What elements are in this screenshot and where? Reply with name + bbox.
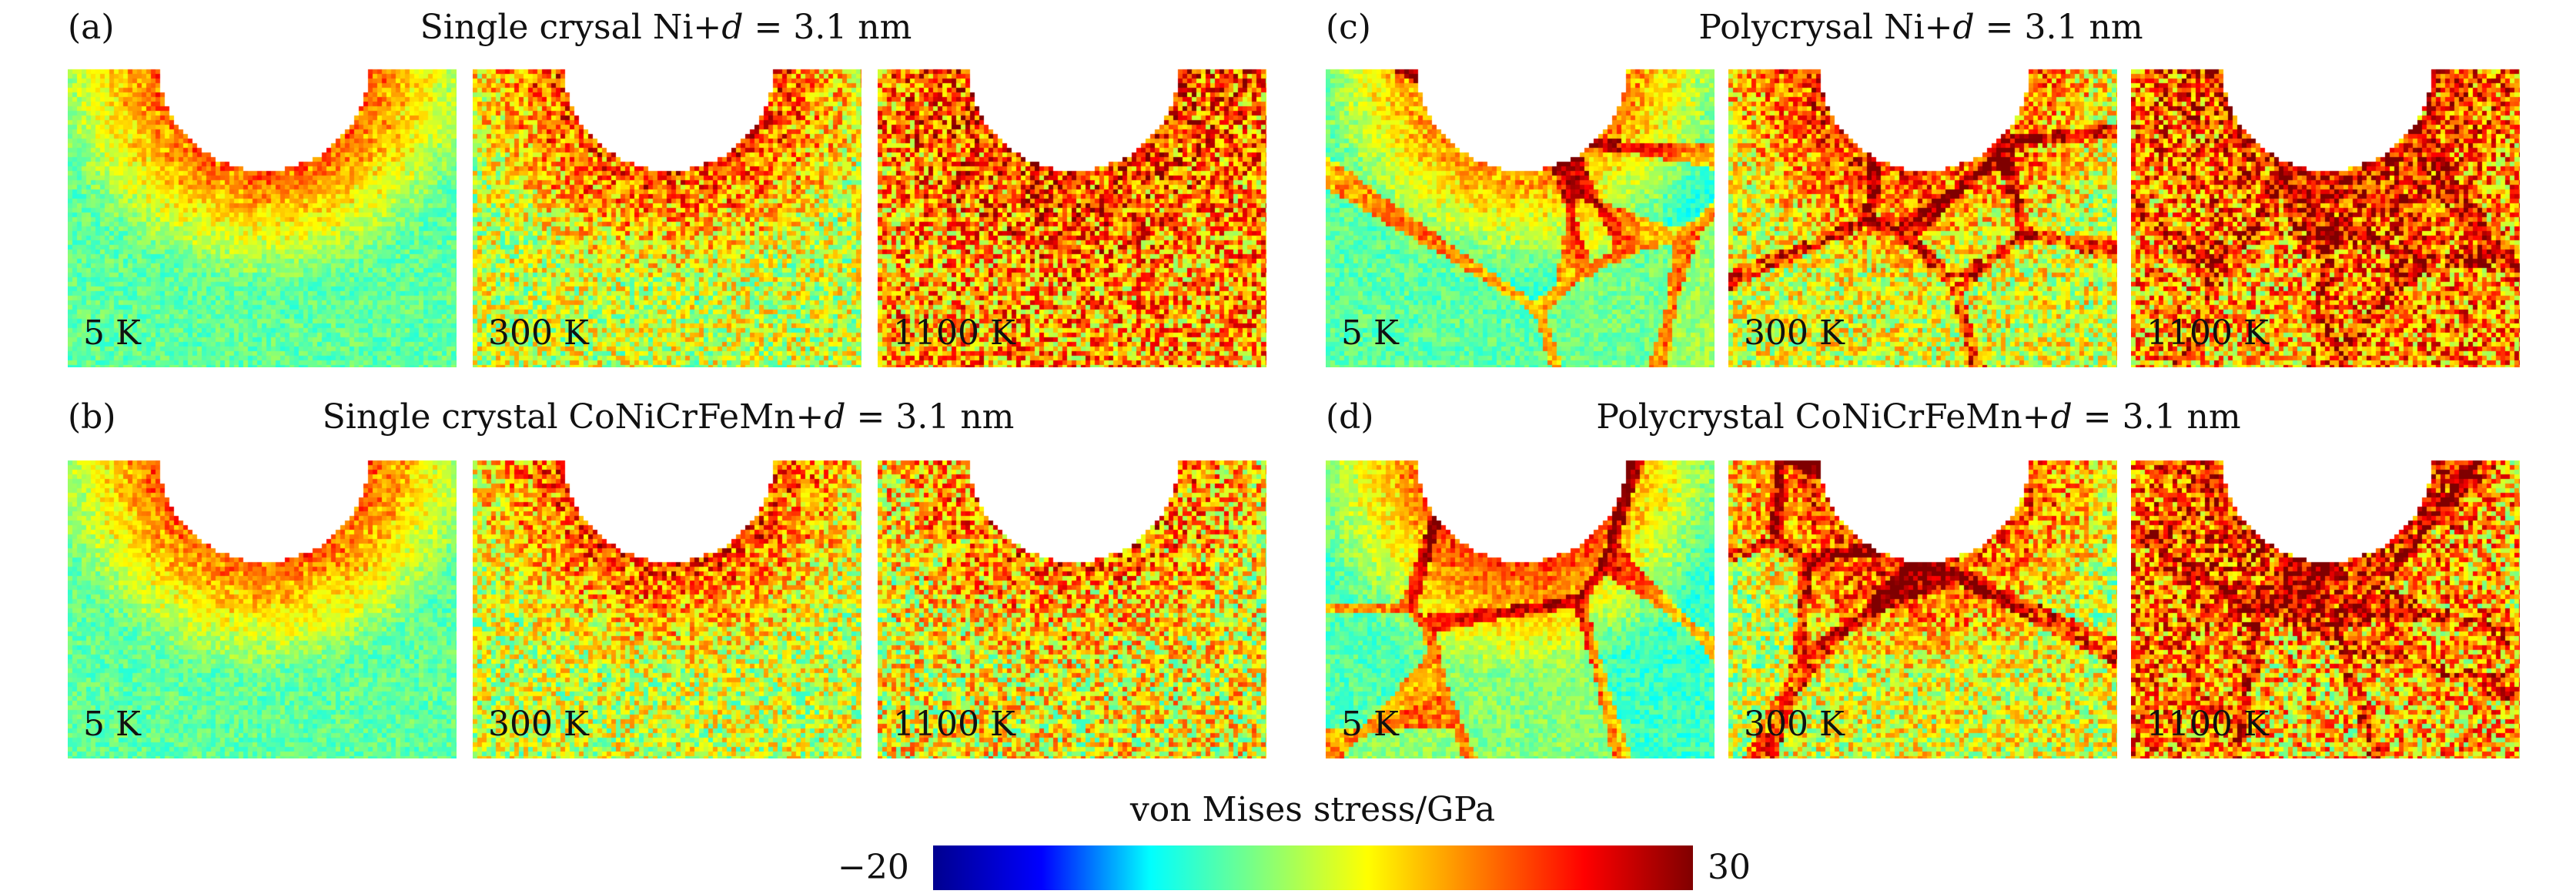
panel-title-b-pre: Single crystal CoNiCrFeMn+ (322, 397, 825, 437)
stress-map (878, 63, 1266, 367)
panel-title-d-pre: Polycrystal CoNiCrFeMn+ (1596, 397, 2051, 437)
panel-label-c: (c) (1326, 8, 1371, 47)
panel-title-d-var: d (2050, 397, 2073, 437)
stress-map (68, 454, 457, 758)
snapshot-c-1100k: 1100 K (2131, 63, 2520, 367)
temperature-label: 1100 K (893, 313, 1015, 353)
temperature-label: 300 K (488, 705, 589, 744)
snapshot-d-300k: 300 K (1728, 454, 2117, 758)
stress-map (473, 63, 861, 367)
panel-title-d-post: = 3.1 nm (2072, 397, 2241, 437)
panel-title-c: Polycrysal Ni+d = 3.1 nm (1698, 11, 2143, 45)
stress-map (473, 454, 861, 758)
panel-title-c-pre: Polycrysal Ni+ (1698, 8, 1953, 47)
colorbar-title: von Mises stress/GPa (1129, 790, 1496, 829)
stress-map (2131, 63, 2520, 367)
temperature-label: 5 K (83, 313, 141, 353)
panel-title-a-pre: Single crysal Ni+ (420, 8, 722, 47)
stress-map (1728, 63, 2117, 367)
temperature-label: 5 K (1341, 313, 1399, 353)
panel-label-a: (a) (68, 8, 115, 47)
snapshot-b-5k: 5 K (68, 454, 457, 758)
panel-title-a-var: d (721, 8, 744, 47)
panel-label-d: (d) (1326, 397, 1374, 437)
snapshot-c-300k: 300 K (1728, 63, 2117, 367)
snapshot-b-300k: 300 K (473, 454, 861, 758)
stress-map (2131, 454, 2520, 758)
temperature-label: 1100 K (893, 705, 1015, 744)
panel-label-b: (b) (68, 397, 116, 437)
temperature-label: 1100 K (2146, 313, 2269, 353)
stress-map (1728, 454, 2117, 758)
snapshot-d-5k: 5 K (1326, 454, 1715, 758)
temperature-label: 5 K (1341, 705, 1399, 744)
stress-map (1326, 63, 1715, 367)
snapshot-b-1100k: 1100 K (878, 454, 1266, 758)
stress-map (1326, 454, 1715, 758)
temperature-label: 5 K (83, 705, 141, 744)
colorbar-min-label: −20 (838, 848, 909, 887)
stress-map (878, 454, 1266, 758)
temperature-label: 300 K (1744, 313, 1845, 353)
panel-title-c-post: = 3.1 nm (1974, 8, 2143, 47)
panel-title-b-post: = 3.1 nm (845, 397, 1015, 437)
temperature-label: 1100 K (2146, 705, 2269, 744)
snapshot-a-300k: 300 K (473, 63, 861, 367)
colorbar-max-label: 30 (1708, 848, 1751, 887)
snapshot-d-1100k: 1100 K (2131, 454, 2520, 758)
stress-map (68, 63, 457, 367)
panel-title-d: Polycrystal CoNiCrFeMn+d = 3.1 nm (1596, 400, 2240, 434)
temperature-label: 300 K (1744, 705, 1845, 744)
temperature-label: 300 K (488, 313, 589, 353)
panel-title-c-var: d (1952, 8, 1975, 47)
panel-title-b-var: d (824, 397, 846, 437)
panel-title-b: Single crystal CoNiCrFeMn+d = 3.1 nm (323, 400, 1015, 434)
colorbar-gradient (933, 845, 1693, 890)
snapshot-a-5k: 5 K (68, 63, 457, 367)
snapshot-c-5k: 5 K (1326, 63, 1715, 367)
snapshot-a-1100k: 1100 K (878, 63, 1266, 367)
panel-title-a: Single crysal Ni+d = 3.1 nm (420, 11, 912, 45)
panel-title-a-post: = 3.1 nm (743, 8, 912, 47)
